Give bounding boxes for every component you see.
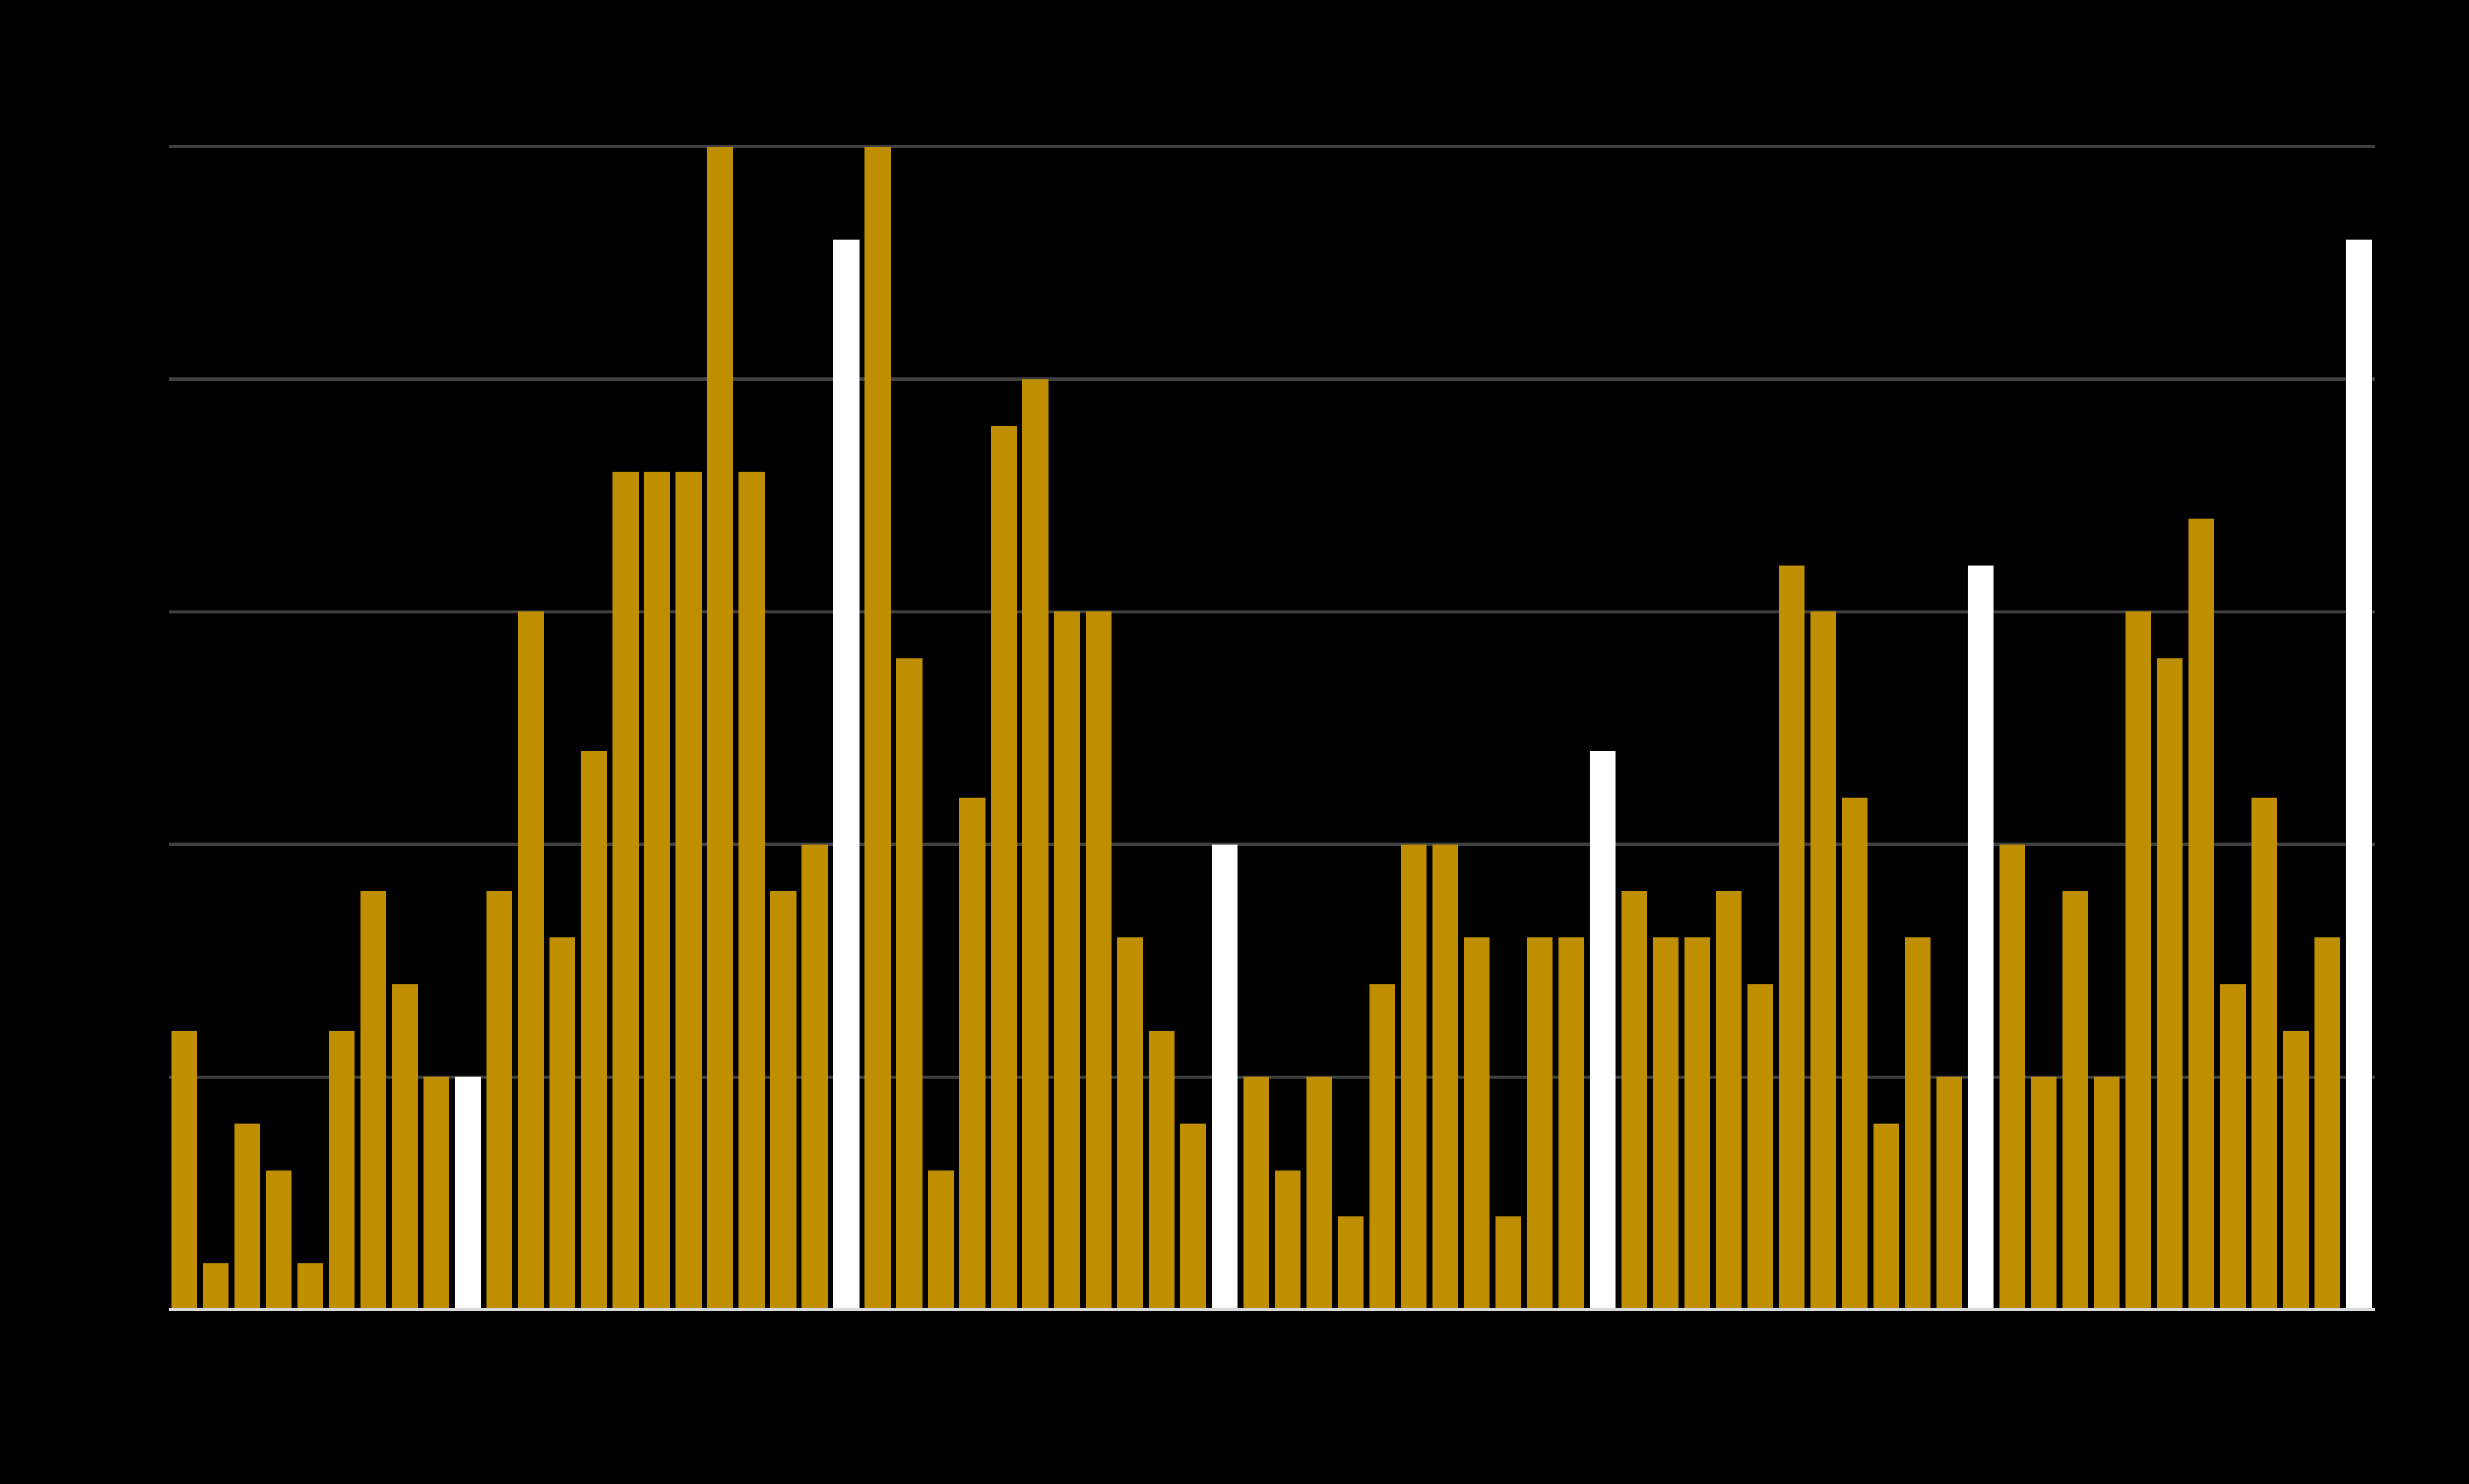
bar xyxy=(171,1030,198,1310)
bar xyxy=(1337,1216,1364,1310)
bar xyxy=(517,611,544,1310)
bar xyxy=(1463,937,1490,1310)
bar xyxy=(360,891,387,1310)
bar xyxy=(328,1030,355,1310)
bar xyxy=(770,891,797,1310)
bar xyxy=(1211,844,1238,1310)
bar xyxy=(959,797,986,1310)
bar xyxy=(1369,984,1396,1310)
bar xyxy=(1526,937,1553,1310)
bar xyxy=(928,1170,955,1310)
bar xyxy=(2345,239,2372,1310)
bar xyxy=(1022,379,1049,1310)
bar xyxy=(297,1263,324,1310)
bar xyxy=(1400,844,1427,1310)
bar xyxy=(738,471,765,1310)
bar xyxy=(2251,797,2278,1310)
bar xyxy=(454,1076,481,1310)
bar xyxy=(2219,984,2246,1310)
bar xyxy=(580,751,607,1310)
bar xyxy=(1148,1030,1175,1310)
bar xyxy=(1274,1170,1301,1310)
bar xyxy=(1306,1076,1333,1310)
bar xyxy=(234,1123,261,1310)
bar xyxy=(1904,937,1931,1310)
bar xyxy=(2125,611,2152,1310)
bar xyxy=(2314,937,2341,1310)
bar xyxy=(2062,891,2089,1310)
bar xyxy=(2282,1030,2309,1310)
bar xyxy=(1621,891,1648,1310)
bar xyxy=(423,1076,450,1310)
bar xyxy=(549,937,576,1310)
bar xyxy=(1684,937,1711,1310)
bar xyxy=(1243,1076,1270,1310)
bar xyxy=(1936,1076,1963,1310)
bar xyxy=(1085,611,1112,1310)
bar xyxy=(1747,984,1774,1310)
bar xyxy=(1117,937,1144,1310)
bar xyxy=(486,891,513,1310)
bar xyxy=(896,658,923,1310)
bar xyxy=(1841,797,1868,1310)
bar xyxy=(2030,1076,2057,1310)
bar xyxy=(2093,1076,2120,1310)
bar xyxy=(1873,1123,1900,1310)
bar xyxy=(864,147,891,1310)
bar xyxy=(612,471,639,1310)
bar xyxy=(1558,937,1585,1310)
bar xyxy=(991,426,1018,1310)
bar xyxy=(391,984,418,1310)
bar xyxy=(202,1263,229,1310)
bar xyxy=(1778,565,1805,1310)
bar xyxy=(706,147,733,1310)
bar xyxy=(1967,565,1994,1310)
bar xyxy=(1589,751,1616,1310)
bar xyxy=(2156,658,2183,1310)
bar xyxy=(2188,518,2215,1310)
bar xyxy=(1810,611,1837,1310)
bar xyxy=(1180,1123,1207,1310)
bar xyxy=(1652,937,1679,1310)
bar xyxy=(643,471,670,1310)
bar xyxy=(1432,844,1459,1310)
bar xyxy=(1495,1216,1522,1310)
bar xyxy=(1999,844,2026,1310)
bar xyxy=(675,471,702,1310)
bar xyxy=(833,239,860,1310)
bar xyxy=(801,844,828,1310)
bar xyxy=(1715,891,1742,1310)
bar xyxy=(1054,611,1081,1310)
bar xyxy=(265,1170,292,1310)
